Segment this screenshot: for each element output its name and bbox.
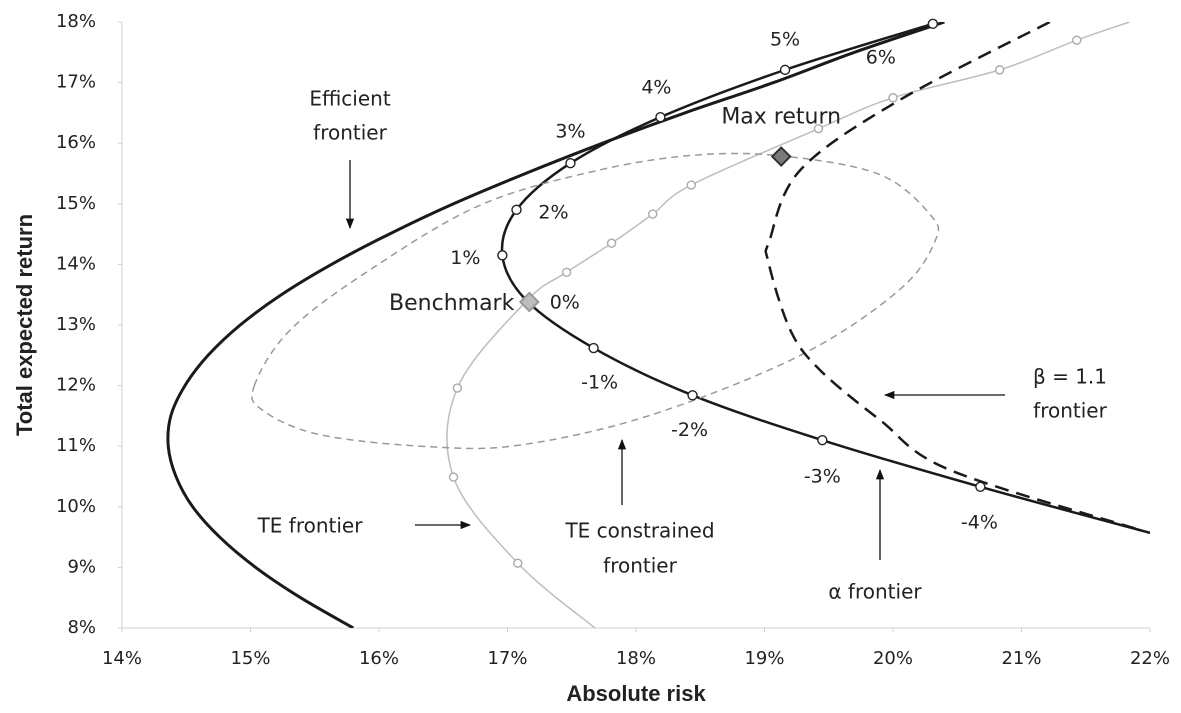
y-tick-label: 16% (56, 132, 96, 153)
point-marker (513, 558, 523, 568)
key-point (770, 146, 792, 167)
x-tick-label: 18% (616, 648, 656, 669)
point-marker (813, 123, 824, 134)
series-annotation: TE constrained (564, 519, 714, 543)
series-annotation: frontier (1033, 399, 1107, 423)
key-point-label: Max return (721, 105, 841, 130)
series-annotation: β = 1.1 (1033, 365, 1107, 389)
y-tick-label: 8% (67, 617, 96, 638)
point-label: 2% (538, 201, 568, 223)
point-marker (994, 65, 1005, 75)
point-label: 6% (866, 46, 896, 68)
x-axis-title: Absolute risk (566, 681, 706, 706)
key-point-label: Benchmark (389, 291, 515, 316)
point-marker (888, 93, 898, 103)
y-tick-label: 9% (67, 556, 96, 577)
series-annotation: frontier (313, 121, 387, 145)
point-marker (561, 267, 572, 277)
y-tick-label: 14% (56, 253, 96, 274)
y-tick-label: 17% (56, 72, 96, 93)
series-line (251, 152, 940, 450)
point-marker (511, 204, 522, 216)
point-marker (648, 209, 658, 219)
x-tick-label: 21% (1001, 648, 1041, 669)
point-marker (565, 157, 576, 169)
point-marker (686, 180, 696, 190)
point-marker (779, 64, 791, 76)
point-marker (687, 390, 698, 401)
x-tick-label: 20% (873, 648, 913, 669)
point-label: -1% (581, 372, 618, 394)
y-tick-label: 10% (56, 496, 96, 517)
series-line (166, 22, 945, 628)
x-tick-label: 22% (1130, 648, 1170, 669)
point-marker (448, 472, 459, 482)
point-marker (497, 250, 508, 261)
point-label: -2% (671, 419, 708, 441)
x-tick-label: 19% (744, 648, 784, 669)
point-marker (655, 111, 666, 123)
point-marker (1072, 35, 1082, 45)
y-tick-label: 11% (56, 435, 96, 456)
y-tick-label: 13% (56, 314, 96, 335)
point-label: 5% (770, 28, 800, 50)
y-axis-title: Total expected return (12, 214, 37, 436)
series-annotation: α frontier (828, 580, 922, 604)
point-label: 1% (450, 247, 480, 269)
series-annotation: frontier (603, 554, 677, 578)
y-tick-label: 15% (56, 193, 96, 214)
series-annotation: TE frontier (257, 514, 364, 538)
x-tick-label: 15% (230, 648, 270, 669)
point-label: 4% (641, 77, 671, 99)
x-tick-label: 16% (359, 648, 399, 669)
point-label: -3% (804, 466, 841, 488)
annotation-arrows (345, 160, 1005, 560)
series-annotation: Efficient (309, 87, 391, 111)
y-tick-label: 18% (56, 11, 96, 32)
point-marker (452, 383, 463, 393)
point-marker (817, 434, 828, 446)
y-tick-label: 12% (56, 375, 96, 396)
point-marker (588, 342, 599, 354)
key-point (518, 291, 540, 313)
series-line (764, 22, 1141, 532)
x-tick-label: 14% (102, 648, 142, 669)
point-label: 3% (555, 121, 585, 143)
series-line (500, 22, 1150, 535)
point-marker (927, 18, 939, 30)
x-tick-label: 17% (487, 648, 527, 669)
point-marker (606, 238, 617, 248)
point-label: -4% (961, 511, 998, 533)
point-marker (975, 481, 986, 493)
point-label: 0% (550, 291, 580, 313)
